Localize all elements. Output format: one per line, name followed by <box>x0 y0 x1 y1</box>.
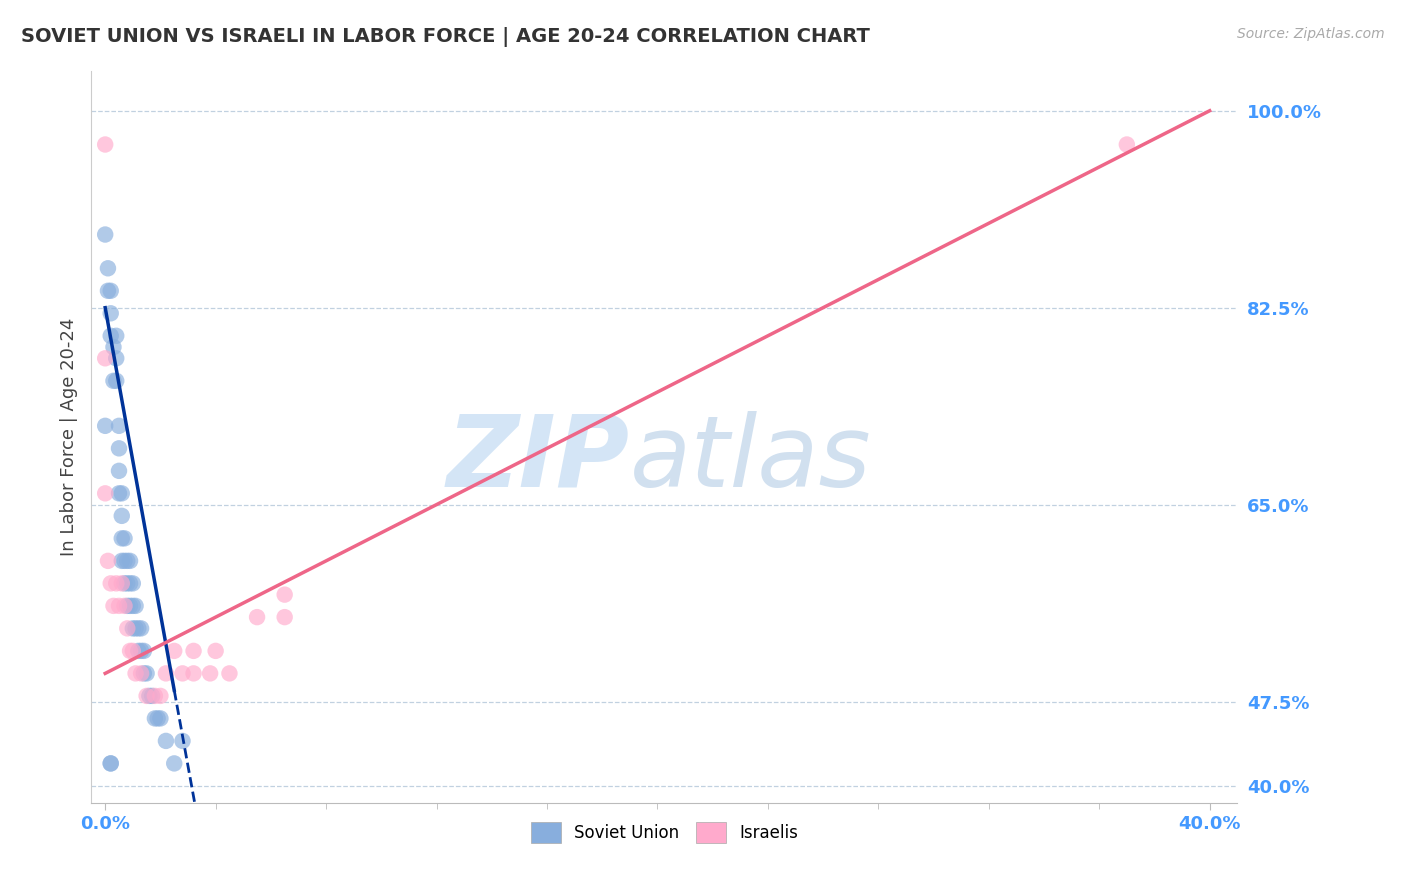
Point <box>117 621 139 635</box>
Point <box>124 666 146 681</box>
Point <box>105 351 128 366</box>
Point <box>111 532 134 546</box>
Point <box>146 711 169 725</box>
Point <box>246 610 269 624</box>
Point <box>218 666 240 681</box>
Point <box>138 689 160 703</box>
Text: SOVIET UNION VS ISRAELI IN LABOR FORCE | AGE 20-24 CORRELATION CHART: SOVIET UNION VS ISRAELI IN LABOR FORCE |… <box>21 27 870 46</box>
Point <box>135 689 157 703</box>
Point <box>118 576 141 591</box>
Point <box>155 734 177 748</box>
Point <box>127 644 149 658</box>
Point <box>127 621 149 635</box>
Point <box>97 284 120 298</box>
Point <box>118 554 141 568</box>
Point <box>129 666 152 681</box>
Point <box>198 666 221 681</box>
Point <box>111 486 134 500</box>
Text: Source: ZipAtlas.com: Source: ZipAtlas.com <box>1237 27 1385 41</box>
Point <box>105 328 128 343</box>
Y-axis label: In Labor Force | Age 20-24: In Labor Force | Age 20-24 <box>59 318 77 557</box>
Point <box>105 576 128 591</box>
Point <box>121 644 143 658</box>
Point <box>149 711 172 725</box>
Point <box>94 137 117 152</box>
Point <box>97 554 120 568</box>
Point <box>117 599 139 613</box>
Point <box>132 644 155 658</box>
Point <box>100 284 122 298</box>
Point <box>172 734 194 748</box>
Point <box>143 711 166 725</box>
Point <box>111 554 134 568</box>
Point <box>108 464 131 478</box>
Point <box>121 576 143 591</box>
Point <box>111 508 134 523</box>
Point <box>117 554 139 568</box>
Point <box>143 689 166 703</box>
Point <box>124 599 146 613</box>
Point <box>105 374 128 388</box>
Point <box>117 576 139 591</box>
Point <box>118 644 141 658</box>
Point <box>114 576 136 591</box>
Point <box>100 756 122 771</box>
Point <box>94 351 117 366</box>
Point <box>163 756 186 771</box>
Point <box>183 666 205 681</box>
Point <box>124 621 146 635</box>
Point <box>108 442 131 456</box>
Point <box>273 588 295 602</box>
Point <box>97 261 120 276</box>
Point <box>118 599 141 613</box>
Point <box>94 418 117 433</box>
Point <box>100 756 122 771</box>
Point <box>1115 137 1137 152</box>
Point <box>121 621 143 635</box>
Legend: Soviet Union, Israelis: Soviet Union, Israelis <box>524 815 804 849</box>
Point <box>183 644 205 658</box>
Point <box>114 554 136 568</box>
Point <box>108 599 131 613</box>
Point <box>108 418 131 433</box>
Point <box>273 610 295 624</box>
Point <box>149 689 172 703</box>
Point <box>135 666 157 681</box>
Point <box>94 486 117 500</box>
Point <box>141 689 163 703</box>
Point <box>114 599 136 613</box>
Point <box>132 666 155 681</box>
Point <box>111 576 134 591</box>
Point <box>108 486 131 500</box>
Point <box>155 666 177 681</box>
Point <box>94 227 117 242</box>
Point <box>103 340 125 354</box>
Point <box>114 532 136 546</box>
Point <box>100 576 122 591</box>
Point <box>121 599 143 613</box>
Point <box>172 666 194 681</box>
Point <box>129 621 152 635</box>
Point <box>100 328 122 343</box>
Point <box>163 644 186 658</box>
Text: ZIP: ZIP <box>447 410 630 508</box>
Point <box>103 374 125 388</box>
Text: atlas: atlas <box>630 410 872 508</box>
Point <box>103 599 125 613</box>
Point <box>204 644 226 658</box>
Point <box>100 306 122 320</box>
Point <box>129 644 152 658</box>
